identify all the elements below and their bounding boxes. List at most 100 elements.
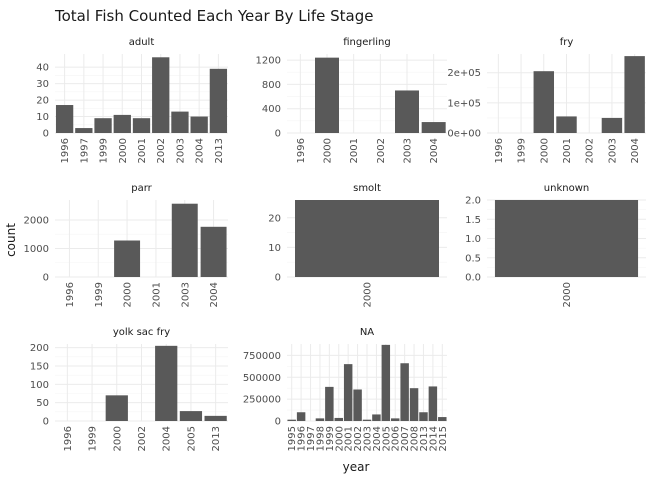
x-tick-label: 2008 <box>410 426 421 451</box>
x-tick-label: 1996 <box>65 282 76 307</box>
bar-fry-2000 <box>533 71 555 133</box>
bar-adult-1999 <box>94 118 112 133</box>
x-tick-label: 2002 <box>353 426 364 451</box>
x-tick-label: 2001 <box>137 138 148 163</box>
x-tick-label: 2004 <box>195 138 206 163</box>
x-tick-label: 2006 <box>391 426 402 451</box>
y-tick-label: 0.0 <box>465 273 481 284</box>
y-tick-label: 1000 <box>24 244 49 255</box>
x-tick-label: 2005 <box>381 426 392 451</box>
x-tick-label: 1995 <box>287 426 298 451</box>
bar-na-2003 <box>362 419 372 421</box>
y-tick-label: 250000 <box>243 395 281 406</box>
panel-parr: parr 0 1000 2000 1996 1999 2000 2001 2003 2004 <box>24 183 228 307</box>
x-tick-label: 2003 <box>180 282 191 307</box>
bar-na-2007 <box>400 363 409 421</box>
y-tick-label: 100 <box>30 380 49 391</box>
facet-label-unknown: unknown <box>544 183 589 194</box>
x-tick-label: 2014 <box>428 426 439 451</box>
y-tick-label: 20 <box>268 213 281 224</box>
x-tick-label: 1999 <box>517 138 528 163</box>
y-tick-label: 1.0 <box>465 234 481 245</box>
bar-adult-2002 <box>152 57 170 133</box>
bar-na-2005 <box>381 344 391 421</box>
bar-adult-2004 <box>190 116 208 133</box>
chart-title: Total Fish Counted Each Year By Life Sta… <box>54 7 373 25</box>
y-tick-label: 2000 <box>24 215 49 226</box>
bar-adult-2013 <box>209 68 228 133</box>
x-tick-label: 2003 <box>175 138 186 163</box>
x-tick-label: 2000 <box>323 138 334 163</box>
bar-na-2013 <box>419 412 428 421</box>
y-axis-title: count <box>4 223 18 257</box>
bar-na-1996 <box>296 412 306 421</box>
x-tick-label: 1998 <box>315 426 326 451</box>
bar-parr-2004 <box>200 226 227 277</box>
x-tick-label: 2013 <box>211 426 222 451</box>
x-tick-label: 2000 <box>539 138 550 163</box>
x-tick-label: 2005 <box>186 426 197 451</box>
x-tick-label: 2015 <box>438 426 449 451</box>
y-tick-label: 150 <box>30 362 49 373</box>
x-tick-label: 2013 <box>419 426 430 451</box>
facet-label-fingerling: fingerling <box>343 37 391 48</box>
x-tick-label: 2001 <box>349 138 360 163</box>
x-tick-label: 1997 <box>79 138 90 163</box>
x-tick-label: 2000 <box>112 426 123 451</box>
bar-na-2015 <box>438 417 447 421</box>
x-tick-label: 2001 <box>344 426 355 451</box>
y-tick-label: 0 <box>43 417 49 428</box>
panel-smolt: smolt 0 10 20 2000 <box>268 183 447 307</box>
x-tick-label: 1999 <box>94 282 105 307</box>
y-tick-label: 1e+05 <box>447 98 481 109</box>
x-tick-label: 2013 <box>214 138 225 163</box>
x-tick-label: 1999 <box>88 426 99 451</box>
facet-label-fry: fry <box>560 37 574 48</box>
bar-na-2001 <box>343 364 353 421</box>
bar-parr-2003 <box>171 203 198 277</box>
x-tick-label: 2001 <box>151 282 162 307</box>
y-tick-label: 0 <box>43 273 49 284</box>
panel-na: NA 0 250000 500000 750000 1995199619971998199… <box>243 327 449 451</box>
bar-yolk-sac-fry-2013 <box>204 415 227 421</box>
x-tick-label: 2000 <box>123 282 134 307</box>
x-tick-label: 1997 <box>306 426 317 451</box>
y-tick-label: 2e+05 <box>447 68 481 79</box>
bar-na-2008 <box>409 388 419 421</box>
x-tick-label: 2000 <box>363 282 374 307</box>
facet-label-smolt: smolt <box>353 183 381 194</box>
panel-fingerling: fingerling 0 400 800 1200 1996 2000 2001 2002 200… <box>256 37 447 163</box>
x-tick-label: 2000 <box>118 138 129 163</box>
x-tick-label: 2004 <box>630 138 641 163</box>
x-tick-label: 2003 <box>363 426 374 451</box>
bar-na-2000 <box>334 417 343 421</box>
x-tick-label: 2004 <box>209 282 220 307</box>
y-tick-label: 0 <box>275 129 281 140</box>
bar-smolt-2000 <box>295 200 439 277</box>
x-tick-label: 2002 <box>137 426 148 451</box>
bar-na-1995 <box>287 419 296 421</box>
y-tick-label: 10 <box>268 243 281 254</box>
y-tick-label: 400 <box>262 104 281 115</box>
y-tick-label: 0.5 <box>465 253 481 264</box>
bar-na-2006 <box>391 418 400 421</box>
x-tick-label: 2000 <box>562 282 573 307</box>
y-tick-label: 800 <box>262 80 281 91</box>
bar-adult-1996 <box>55 105 74 133</box>
bar-adult-2000 <box>113 114 131 133</box>
x-axis-title: year <box>343 460 370 474</box>
bar-fry-2004 <box>624 56 645 133</box>
panel-adult: adult 0 10 20 30 40 1996 1997 1999 2000 2001 2002 20… <box>36 37 228 163</box>
panel-fry: fry 0e+00 1e+05 2e+05 1996 1999 2000 2001 2002 20… <box>447 37 646 163</box>
x-tick-label: 2002 <box>376 138 387 163</box>
x-tick-label: 2002 <box>585 138 596 163</box>
bar-adult-2003 <box>171 111 189 133</box>
facet-label-na: NA <box>360 327 374 338</box>
bar-parr-2000 <box>114 240 141 277</box>
x-tick-label: 1996 <box>494 138 505 163</box>
bar-na-2014 <box>428 386 438 421</box>
bar-na-1999 <box>325 386 334 421</box>
y-tick-label: 2.0 <box>465 196 481 207</box>
bar-na-1998 <box>315 418 325 421</box>
bar-unknown-2000 <box>494 200 639 277</box>
